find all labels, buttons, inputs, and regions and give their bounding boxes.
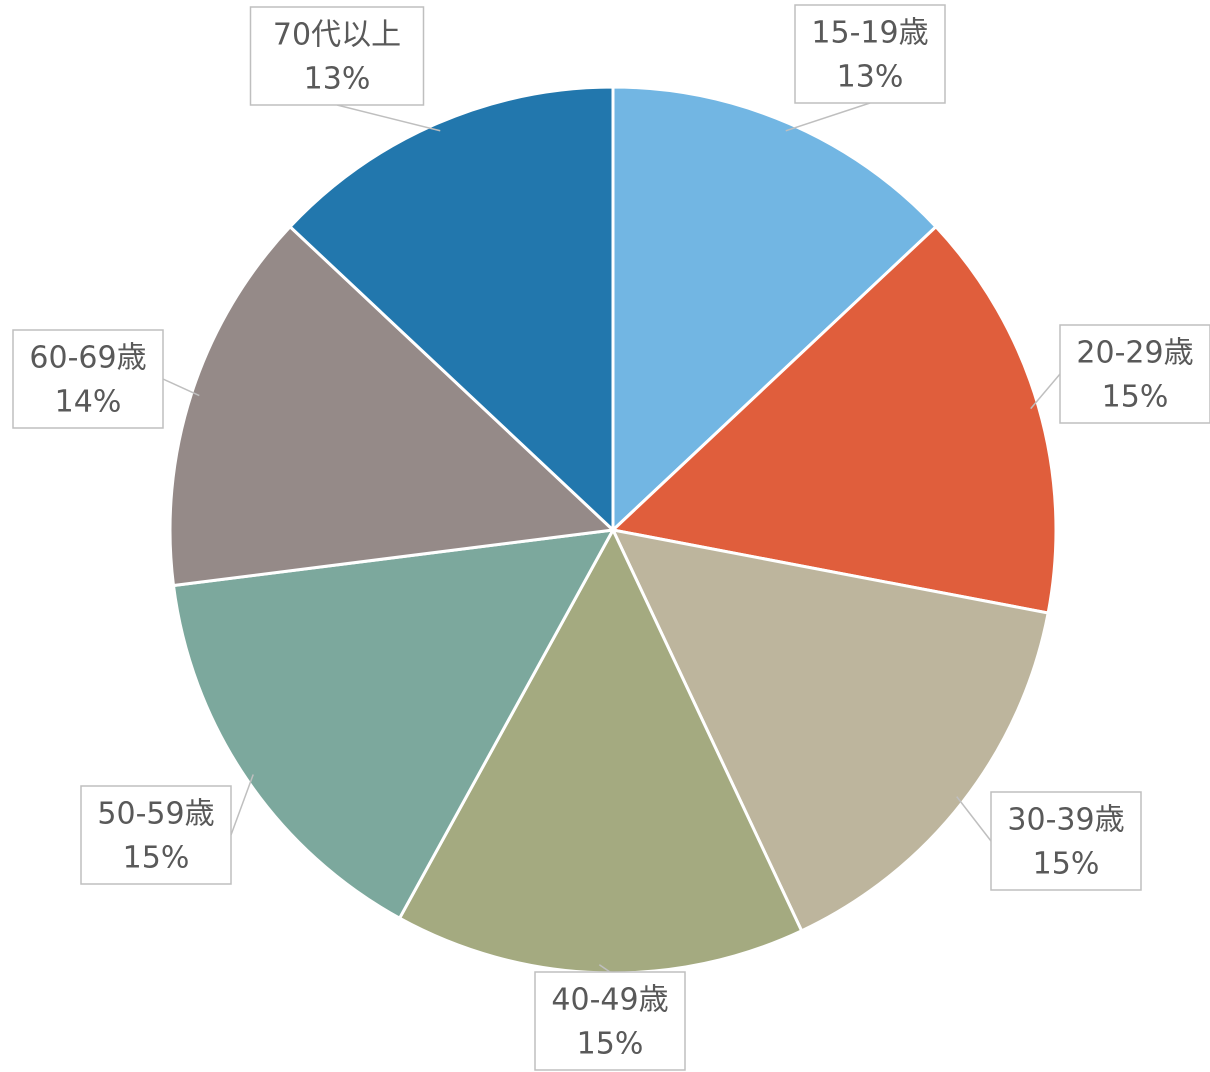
- pie-slice: [171, 528, 616, 921]
- callout-line: [956, 796, 992, 842]
- label-box: [80, 785, 232, 885]
- label-box: [990, 791, 1142, 891]
- callout-line: [336, 104, 441, 132]
- category-label: 20-29歳: [1076, 336, 1193, 371]
- label-box: [534, 971, 686, 1071]
- label-box: [794, 4, 946, 104]
- pie-slice: [609, 224, 1058, 615]
- label-box: [1059, 324, 1210, 424]
- value-label: 15%: [577, 1027, 644, 1062]
- callout-line: [1030, 373, 1061, 410]
- label-box: [12, 329, 164, 429]
- category-label: 15-19歳: [811, 16, 928, 51]
- value-label: 15%: [1102, 380, 1169, 415]
- category-label: 30-39歳: [1007, 803, 1124, 838]
- pie-slice: [610, 527, 1050, 933]
- callout-line: [598, 964, 611, 973]
- callout-line: [785, 102, 871, 132]
- value-label: 15%: [1033, 847, 1100, 882]
- callout-line: [162, 378, 200, 397]
- pie-slice: [611, 85, 939, 534]
- value-label: 14%: [55, 385, 122, 420]
- category-label: 40-49歳: [551, 983, 668, 1018]
- category-label: 70代以上: [273, 18, 401, 53]
- pie-slice: [287, 85, 615, 534]
- value-label: 13%: [837, 60, 904, 95]
- category-label: 60-69歳: [29, 341, 146, 376]
- value-label: 13%: [304, 62, 371, 97]
- value-label: 15%: [123, 841, 190, 876]
- pie-slice: [168, 224, 617, 588]
- callout-line: [230, 774, 254, 836]
- label-box: [249, 6, 425, 106]
- category-label: 50-59歳: [97, 797, 214, 832]
